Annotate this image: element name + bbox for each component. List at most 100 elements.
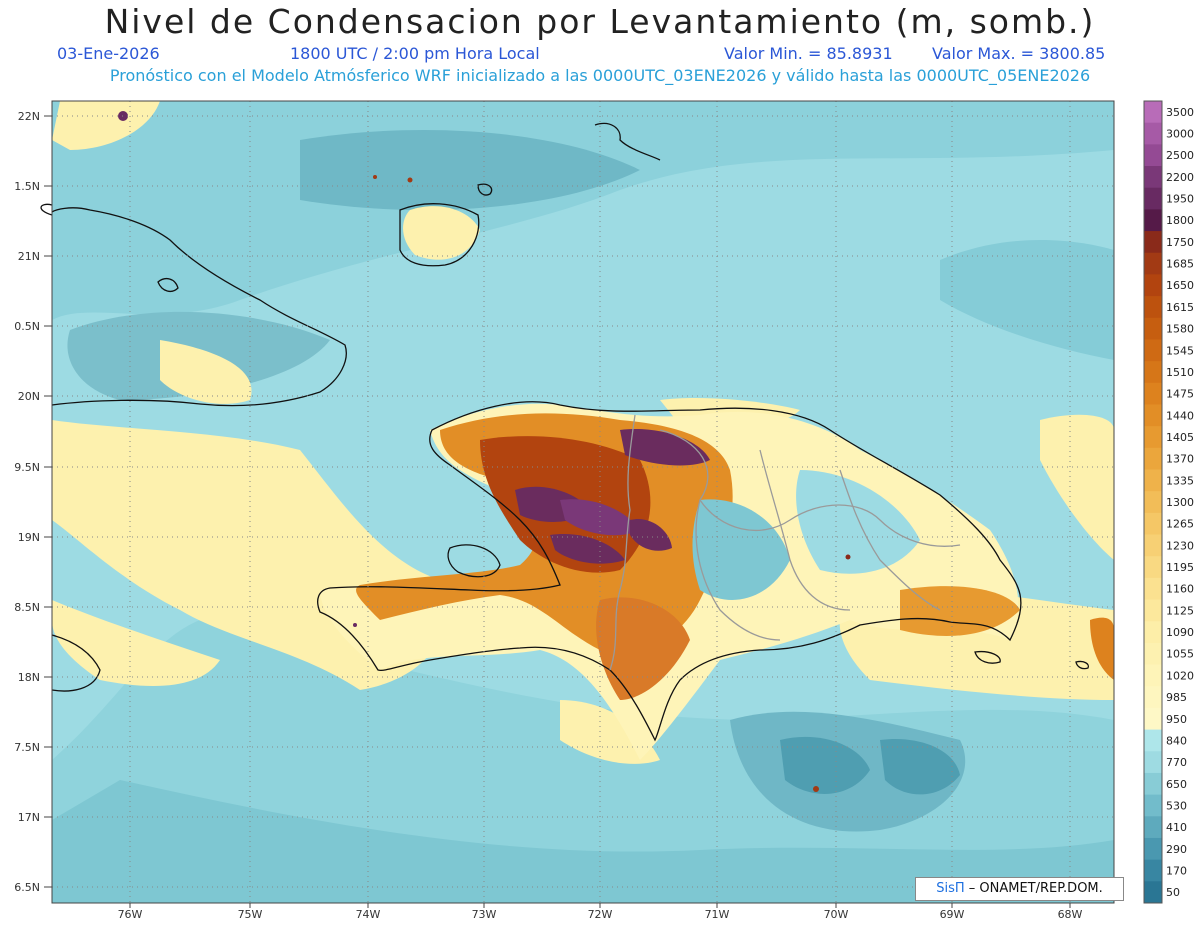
hotspot — [353, 623, 357, 627]
yellow-southwest — [52, 600, 220, 686]
lcl-orange-south — [596, 597, 690, 700]
haiti-dr-border — [609, 414, 636, 671]
legend-frame — [1143, 100, 1163, 904]
legend-label: 950 — [1166, 713, 1187, 726]
legend-label: 2200 — [1166, 171, 1194, 184]
legend-label: 1950 — [1166, 193, 1194, 206]
legend-label: 1580 — [1166, 323, 1194, 336]
legend-swatch — [1144, 599, 1162, 622]
legend-swatch — [1144, 707, 1162, 731]
legend-label: 1685 — [1166, 258, 1194, 271]
legend-swatch — [1144, 339, 1162, 362]
legend-swatch — [1144, 881, 1162, 904]
legend-label: 1650 — [1166, 279, 1194, 292]
yellow-northwest — [52, 101, 160, 150]
hotspot — [407, 177, 413, 183]
legend-swatch — [1144, 664, 1162, 687]
lon-label: 72W — [588, 908, 613, 921]
legend-swatch — [1144, 512, 1162, 536]
legend-label: 985 — [1166, 691, 1187, 704]
legend-swatch — [1144, 556, 1162, 579]
hispaniola-coastline — [317, 401, 1022, 742]
forecast-time: 1800 UTC / 2:00 pm Hora Local — [290, 44, 540, 63]
sea-band-far-south — [52, 780, 1114, 903]
legend-label: 1545 — [1166, 344, 1194, 357]
legend-swatch — [1144, 686, 1162, 709]
legend-swatch — [1144, 101, 1162, 124]
lon-label: 74W — [356, 908, 381, 921]
lon-label: 70W — [824, 908, 849, 921]
lon-ticks — [129, 903, 1071, 908]
lat-axis: 22N 1.5N 21N 0.5N 20N 9.5N 19N 8.5N 18N … — [14, 110, 40, 894]
lcl-blue-east — [796, 470, 920, 574]
lat-label: 6.5N — [14, 881, 40, 894]
legend-label: 1335 — [1166, 474, 1194, 487]
legend-swatch — [1144, 447, 1162, 470]
legend-swatch — [1144, 751, 1162, 774]
legend-label: 1510 — [1166, 366, 1194, 379]
legend-swatch — [1144, 642, 1162, 666]
lon-label: 68W — [1058, 908, 1083, 921]
lcl-field — [52, 101, 1114, 903]
legend-label: 1125 — [1166, 604, 1194, 617]
lat-label: 8.5N — [14, 601, 40, 614]
lon-label: 69W — [940, 908, 965, 921]
bahamas-dark-patch — [300, 130, 640, 210]
lon-label: 76W — [118, 908, 143, 921]
province-border — [695, 499, 781, 641]
legend-label: 770 — [1166, 756, 1187, 769]
legend-label: 1475 — [1166, 388, 1194, 401]
legend-label: 170 — [1166, 864, 1187, 877]
legend-swatch — [1144, 209, 1162, 232]
lat-label: 0.5N — [14, 320, 40, 333]
legend-label: 50 — [1166, 886, 1180, 899]
lon-label: 75W — [238, 908, 263, 921]
legend-label: 1370 — [1166, 453, 1194, 466]
province-border — [659, 429, 961, 547]
province-border — [759, 449, 851, 611]
lat-label: 9.5N — [14, 461, 40, 474]
legend-label: 2500 — [1166, 149, 1194, 162]
cuba-coastline — [51, 207, 347, 407]
legend-swatch — [1144, 469, 1162, 492]
legend-swatch — [1144, 144, 1162, 167]
credit-box: SisΠ – ONAMET/REP.DOM. — [915, 877, 1124, 901]
legend-swatch — [1144, 621, 1162, 644]
lcl-purple-center-2 — [560, 499, 640, 536]
turks-caicos-coastline — [594, 122, 661, 161]
lcl-purple-south — [550, 534, 625, 564]
lat-label: 1.5N — [14, 180, 40, 193]
legend-swatch — [1144, 426, 1162, 449]
legend-label: 650 — [1166, 778, 1187, 791]
legend-swatch — [1144, 231, 1162, 254]
legend-swatch — [1144, 252, 1162, 275]
political-borders — [609, 414, 961, 671]
legend-label: 1090 — [1166, 626, 1194, 639]
lcl-orange-far-east — [1090, 617, 1114, 680]
legend-swatch — [1144, 382, 1162, 405]
legend-label: 1750 — [1166, 236, 1194, 249]
lat-label: 22N — [18, 110, 40, 123]
west-coastline — [40, 203, 53, 216]
legend-swatch — [1144, 794, 1162, 817]
cuba-islet — [157, 277, 179, 293]
legend-swatch — [1144, 122, 1162, 145]
legend-label: 410 — [1166, 821, 1187, 834]
legend-swatch — [1144, 534, 1162, 557]
legend-swatch — [1144, 837, 1162, 861]
lon-label: 71W — [705, 908, 730, 921]
max-value: Valor Max. = 3800.85 — [932, 44, 1106, 63]
legend-swatch — [1144, 491, 1162, 514]
legend-label: 3000 — [1166, 128, 1194, 141]
bahamas-island-coastline — [399, 203, 480, 267]
yellow-cuba — [160, 340, 252, 404]
legend-swatch — [1144, 296, 1162, 319]
legend-label: 1440 — [1166, 409, 1194, 422]
forecast-note: Pronóstico con el Modelo Atmósferico WRF… — [109, 66, 1091, 85]
legend-swatch — [1144, 729, 1162, 752]
yellow-far-east — [1040, 414, 1114, 560]
lcl-blue-central — [692, 499, 790, 600]
legend-swatch — [1144, 361, 1162, 384]
legend-label: 1020 — [1166, 669, 1194, 682]
